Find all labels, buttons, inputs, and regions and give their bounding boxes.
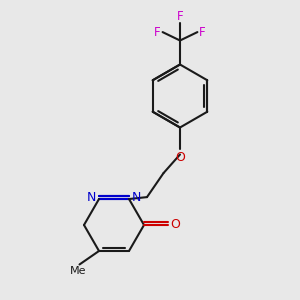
Text: Me: Me <box>70 266 87 276</box>
Text: F: F <box>199 26 206 39</box>
Text: O: O <box>170 218 180 232</box>
Text: N: N <box>132 191 141 204</box>
Text: O: O <box>175 151 185 164</box>
Text: N: N <box>87 191 96 204</box>
Text: F: F <box>154 26 161 39</box>
Text: F: F <box>177 10 183 22</box>
